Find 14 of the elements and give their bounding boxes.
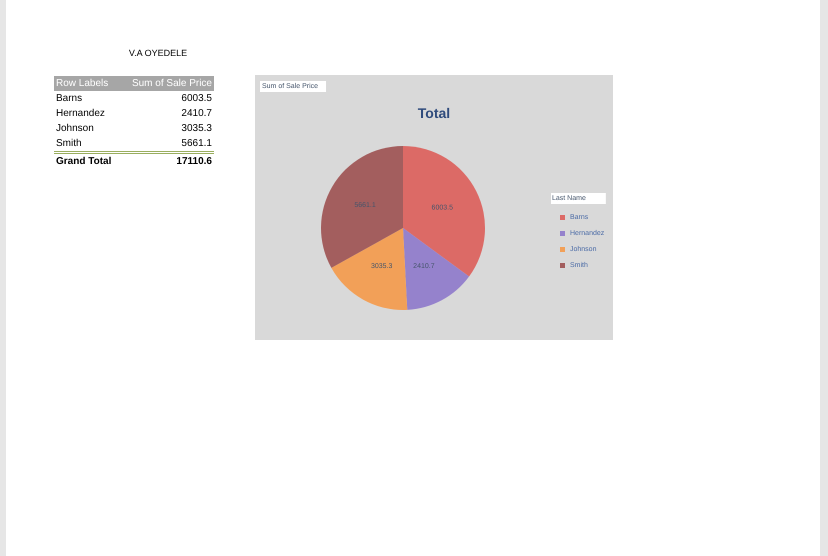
- text: Barns: [55, 92, 84, 106]
- text: 3035.3: [180, 122, 213, 136]
- text: 6003.5: [180, 92, 213, 106]
- text: Smith: [55, 137, 83, 151]
- text: Grand Total: [55, 155, 112, 169]
- text: Sum of Sale Price: [130, 77, 213, 91]
- text: 17110.6: [175, 155, 213, 169]
- text: Row Labels: [55, 77, 110, 91]
- chart-title: Total: [418, 105, 450, 121]
- text: V.A OYEDELE: [128, 47, 188, 60]
- text: Johnson: [55, 122, 95, 136]
- text: 2410.7: [180, 107, 213, 121]
- text: Hernandez: [55, 107, 106, 121]
- text: 5661.1: [180, 137, 213, 151]
